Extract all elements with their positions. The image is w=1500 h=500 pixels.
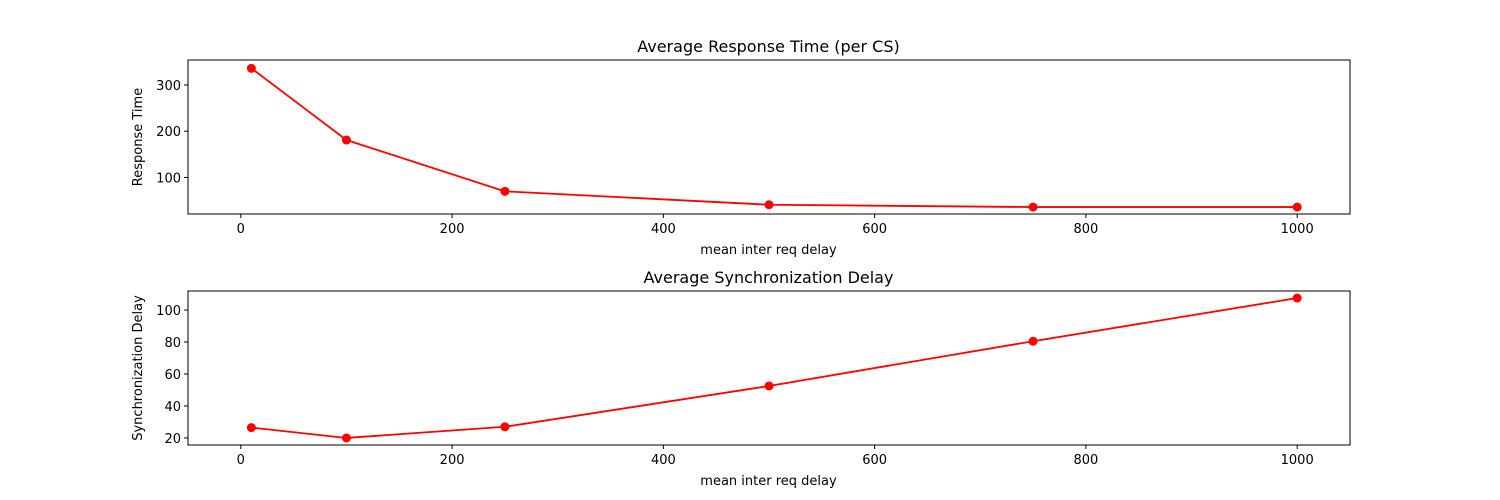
series-line bbox=[250, 67, 1298, 208]
data-point bbox=[1028, 336, 1038, 346]
data-point bbox=[341, 135, 351, 145]
data-point bbox=[1292, 293, 1302, 303]
x-tick-label: 600 bbox=[862, 453, 887, 468]
series-line bbox=[251, 297, 1298, 439]
x-tick-label: 1000 bbox=[1281, 222, 1314, 237]
chart-title: Average Synchronization Delay bbox=[644, 268, 894, 287]
subplot-sync-delay: Average Synchronization Delay Synchroniz… bbox=[131, 268, 1351, 489]
x-tick-label: 800 bbox=[1073, 453, 1098, 468]
data-point bbox=[500, 186, 510, 196]
y-axis-label: Response Time bbox=[131, 88, 146, 186]
plot-area: 0 200 400 600 800 1000 20 40 60 80 100 bbox=[156, 290, 1351, 468]
y-tick-label: 300 bbox=[156, 79, 181, 94]
axes-frame bbox=[187, 290, 1351, 446]
x-tick-label: 200 bbox=[440, 222, 465, 237]
x-tick-label: 400 bbox=[651, 453, 676, 468]
x-tick-label: 400 bbox=[651, 222, 676, 237]
x-axis-label: mean inter req delay bbox=[700, 474, 837, 489]
y-tick-label: 60 bbox=[164, 368, 181, 383]
x-axis-label: mean inter req delay bbox=[700, 243, 837, 258]
x-tick-label: 600 bbox=[862, 222, 887, 237]
subplot-response-time: Average Response Time (per CS) Response … bbox=[131, 37, 1351, 258]
data-point bbox=[1028, 202, 1038, 212]
x-tick-label: 1000 bbox=[1281, 453, 1314, 468]
data-point bbox=[764, 200, 774, 210]
x-tick-label: 200 bbox=[440, 453, 465, 468]
data-point bbox=[764, 381, 774, 391]
plot-area: 0 200 400 600 800 1000 100 200 300 bbox=[156, 59, 1351, 237]
x-tick-label: 0 bbox=[237, 453, 245, 468]
y-tick-label: 100 bbox=[156, 304, 181, 319]
axes-frame bbox=[187, 59, 1351, 215]
data-point bbox=[246, 63, 256, 73]
y-tick-label: 200 bbox=[156, 125, 181, 140]
y-tick-label: 40 bbox=[164, 400, 181, 415]
data-point bbox=[500, 422, 510, 432]
data-point bbox=[341, 433, 351, 443]
data-point bbox=[246, 423, 256, 433]
x-tick-label: 0 bbox=[237, 222, 245, 237]
data-point bbox=[1292, 202, 1302, 212]
chart-title: Average Response Time (per CS) bbox=[637, 37, 899, 56]
y-tick-label: 20 bbox=[164, 432, 181, 447]
y-tick-label: 80 bbox=[164, 336, 181, 351]
x-tick-label: 800 bbox=[1073, 222, 1098, 237]
y-axis-label: Synchronization Delay bbox=[131, 295, 146, 441]
y-tick-label: 100 bbox=[156, 171, 181, 186]
